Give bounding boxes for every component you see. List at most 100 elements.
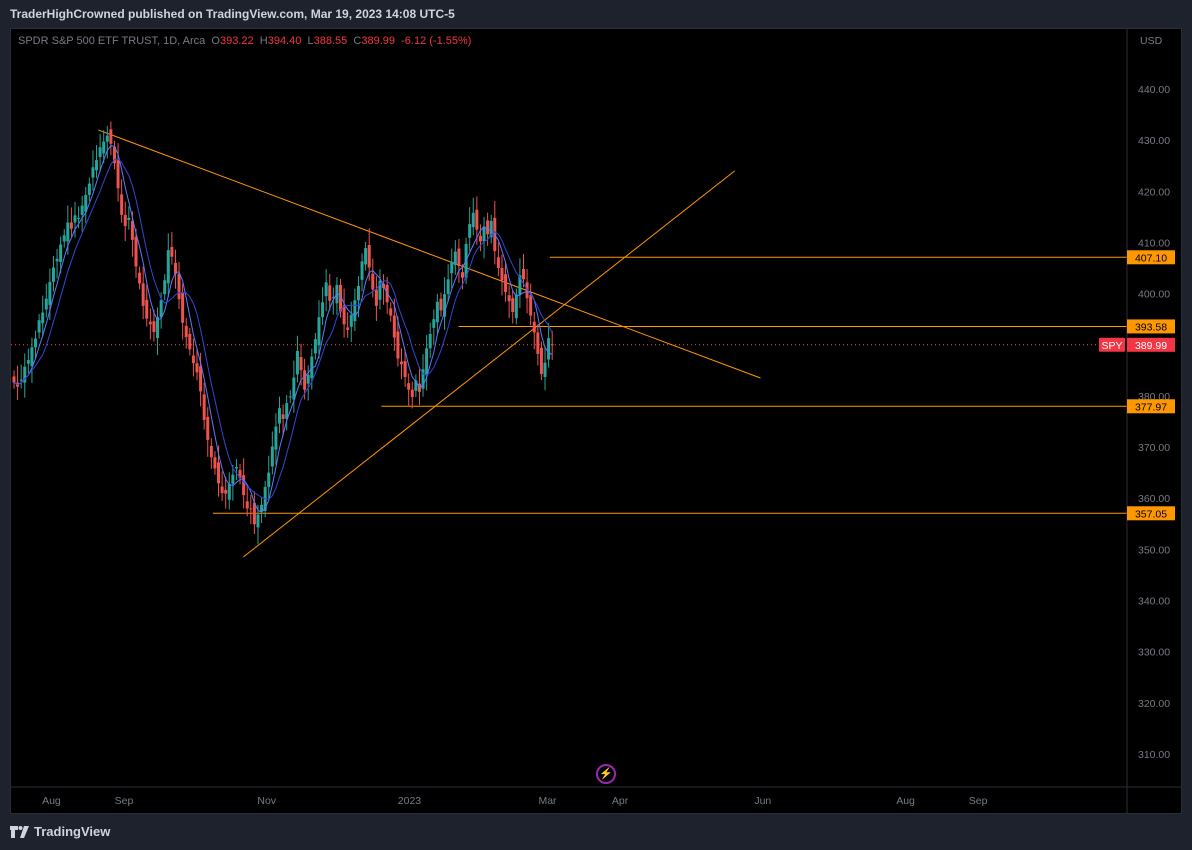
candle-body (446, 279, 450, 295)
candle-body (364, 248, 368, 265)
candle-body (127, 217, 131, 220)
candle-body (500, 268, 504, 281)
price-tick-label: 410.00 (1138, 237, 1170, 249)
candle-body (19, 379, 23, 381)
candle-body (278, 408, 282, 424)
candle-body (159, 300, 163, 318)
candle-body (482, 226, 486, 242)
candle-body (439, 298, 443, 311)
last-price-label: 389.99 (1135, 340, 1167, 352)
publish-header: TraderHighCrowned published on TradingVi… (0, 0, 1192, 28)
candle-body (525, 282, 529, 299)
candle-body (461, 272, 464, 278)
price-level-label: 393.58 (1135, 321, 1167, 333)
candle-body (231, 474, 235, 484)
candle-body (252, 502, 256, 525)
high-label: H (259, 35, 268, 47)
tradingview-logo[interactable]: TradingView (10, 824, 110, 839)
close-label: C (353, 35, 362, 47)
candle-body (371, 273, 375, 290)
price-level-badge (1127, 399, 1175, 414)
candle-body (134, 236, 138, 267)
price-level-label: 377.97 (1135, 401, 1167, 413)
price-level-badge (1127, 506, 1175, 521)
chart-area[interactable] (10, 28, 1182, 814)
candle-body (170, 247, 174, 257)
price-tick-label: 310.00 (1138, 749, 1170, 761)
candle-body (256, 514, 260, 528)
candle-body (217, 462, 221, 484)
price-tick-label: 440.00 (1138, 84, 1170, 96)
candle-body (130, 220, 134, 240)
candle-body (66, 222, 70, 242)
high-value: 394.40 (267, 35, 302, 47)
candle-body (532, 321, 536, 333)
time-tick-label: Aug (896, 795, 915, 807)
candle-body (539, 347, 543, 374)
candle-body (84, 194, 88, 212)
candle-body (400, 361, 404, 365)
candle-body (450, 261, 454, 274)
candle-body (313, 339, 317, 354)
price-level-label: 357.05 (1135, 508, 1167, 520)
time-tick-label: Apr (612, 795, 629, 807)
symbol-name: SPDR S&P 500 ETF TRUST, 1D, Arca (18, 35, 206, 47)
candle-body (331, 297, 335, 299)
candle-body (421, 369, 425, 389)
moving-averages (13, 145, 553, 513)
time-tick-label: Aug (42, 795, 61, 807)
candle-body (292, 377, 296, 400)
footer (0, 814, 1192, 850)
ticker-badge (1099, 337, 1125, 352)
candle-body (220, 486, 224, 494)
candle-body (471, 212, 475, 228)
candle-body (514, 294, 518, 319)
candle-body (51, 267, 55, 282)
candle-body (306, 374, 310, 384)
candle-body (328, 285, 332, 301)
candle-body (184, 325, 188, 338)
candle-body (428, 334, 432, 349)
candle-body (285, 403, 289, 419)
candle-body (123, 214, 127, 227)
candle-body (44, 298, 48, 310)
candle-body (234, 466, 238, 469)
candle-body (55, 258, 59, 262)
candle-body (209, 446, 213, 458)
candle-body (80, 205, 84, 215)
candle-body (403, 361, 407, 377)
candle-body (166, 250, 170, 284)
flash-icon[interactable]: ⚡ (596, 764, 616, 784)
candle-body (188, 334, 192, 350)
candle-body (288, 396, 292, 398)
candle-body (303, 370, 307, 390)
candle-body (518, 275, 522, 295)
candle-body (521, 269, 525, 280)
horizontal-lines (11, 256, 1127, 514)
price-tick-label: 350.00 (1138, 544, 1170, 556)
candle-body (443, 294, 447, 317)
candle-body (105, 135, 109, 142)
currency-label: USD (1140, 35, 1163, 47)
candle-body (511, 298, 515, 313)
candle-body (317, 317, 321, 346)
candle-body (95, 160, 99, 171)
candle-body (353, 300, 357, 322)
candle-body (37, 320, 41, 333)
candle-body (367, 245, 371, 268)
price-tick-label: 330.00 (1138, 647, 1170, 659)
candle-body (529, 295, 533, 316)
time-axis: Aug Sep Nov 2023 Mar Apr Jun Aug Sep (11, 786, 1181, 807)
candle-body (34, 338, 38, 348)
candle-body (199, 366, 203, 392)
candle-body (342, 305, 346, 325)
candle-body (478, 235, 482, 242)
candle-body (349, 315, 353, 327)
candle-body (138, 272, 142, 284)
candle-body (202, 394, 206, 420)
candle-body (145, 299, 149, 319)
candle-body (173, 262, 177, 274)
price-tick-label: 340.00 (1138, 596, 1170, 608)
candle-body (425, 348, 429, 376)
